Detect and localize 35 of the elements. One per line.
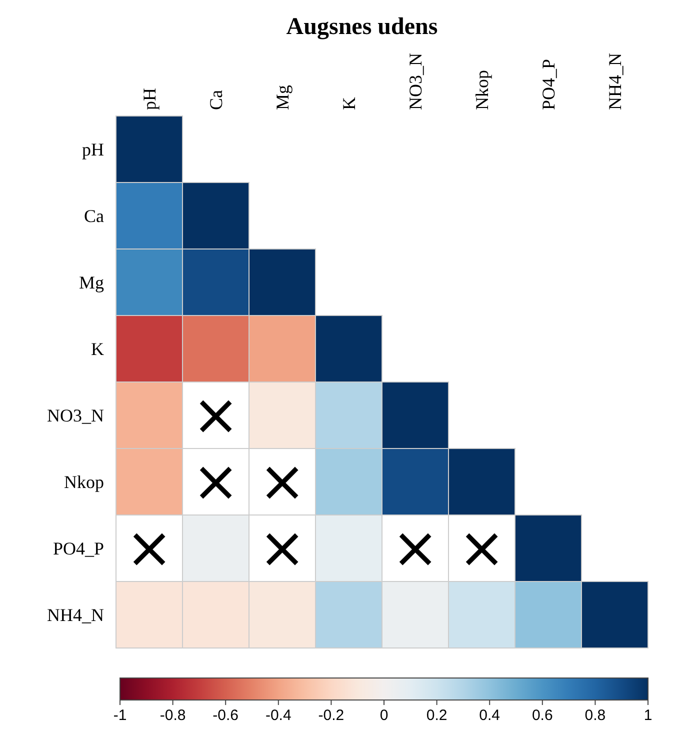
- chart-title: Augsnes udens: [286, 14, 438, 40]
- x-tick-label: NH4_N: [604, 53, 625, 110]
- x-tick-label: Mg: [272, 84, 292, 110]
- x-tick-label: PO4_P: [538, 58, 558, 110]
- color-bar-label: -1: [113, 707, 127, 724]
- y-tick-label: pH: [82, 139, 104, 160]
- y-tick-label: Mg: [78, 272, 104, 292]
- color-bar-label: 1: [644, 707, 652, 724]
- color-bar-label: -0.2: [318, 707, 344, 724]
- color-bar-label: -0.4: [265, 707, 292, 724]
- x-tick-label: K: [338, 97, 359, 110]
- color-bar-label: 0: [380, 707, 388, 724]
- y-tick-label: PO4_P: [52, 538, 104, 558]
- color-bar-label: 0.8: [584, 707, 606, 724]
- text: ×: [192, 382, 240, 448]
- color-bar-label: 0.2: [426, 707, 448, 724]
- text: ×: [392, 516, 439, 581]
- x-tick-label: Nkop: [472, 70, 492, 110]
- x-tick-label: Ca: [206, 90, 226, 110]
- text: ×: [258, 516, 306, 581]
- color-bar-label: 0.4: [479, 707, 500, 724]
- text: ×: [192, 449, 240, 514]
- text: ×: [258, 449, 306, 514]
- y-tick-label: K: [91, 338, 104, 359]
- y-tick-label: Ca: [84, 206, 104, 226]
- x-tick-label: pH: [139, 88, 160, 110]
- x-tick-label: NO3_N: [405, 53, 426, 110]
- color-bar-label: 0.6: [532, 707, 553, 724]
- y-tick-label: Nkop: [64, 472, 104, 492]
- color-bar-label: -0.6: [212, 707, 239, 724]
- y-tick-label: NH4_N: [47, 604, 104, 625]
- y-tick-label: NO3_N: [47, 405, 104, 426]
- text: ×: [458, 516, 506, 581]
- text: ×: [126, 516, 173, 581]
- color-bar-label: -0.8: [160, 707, 186, 724]
